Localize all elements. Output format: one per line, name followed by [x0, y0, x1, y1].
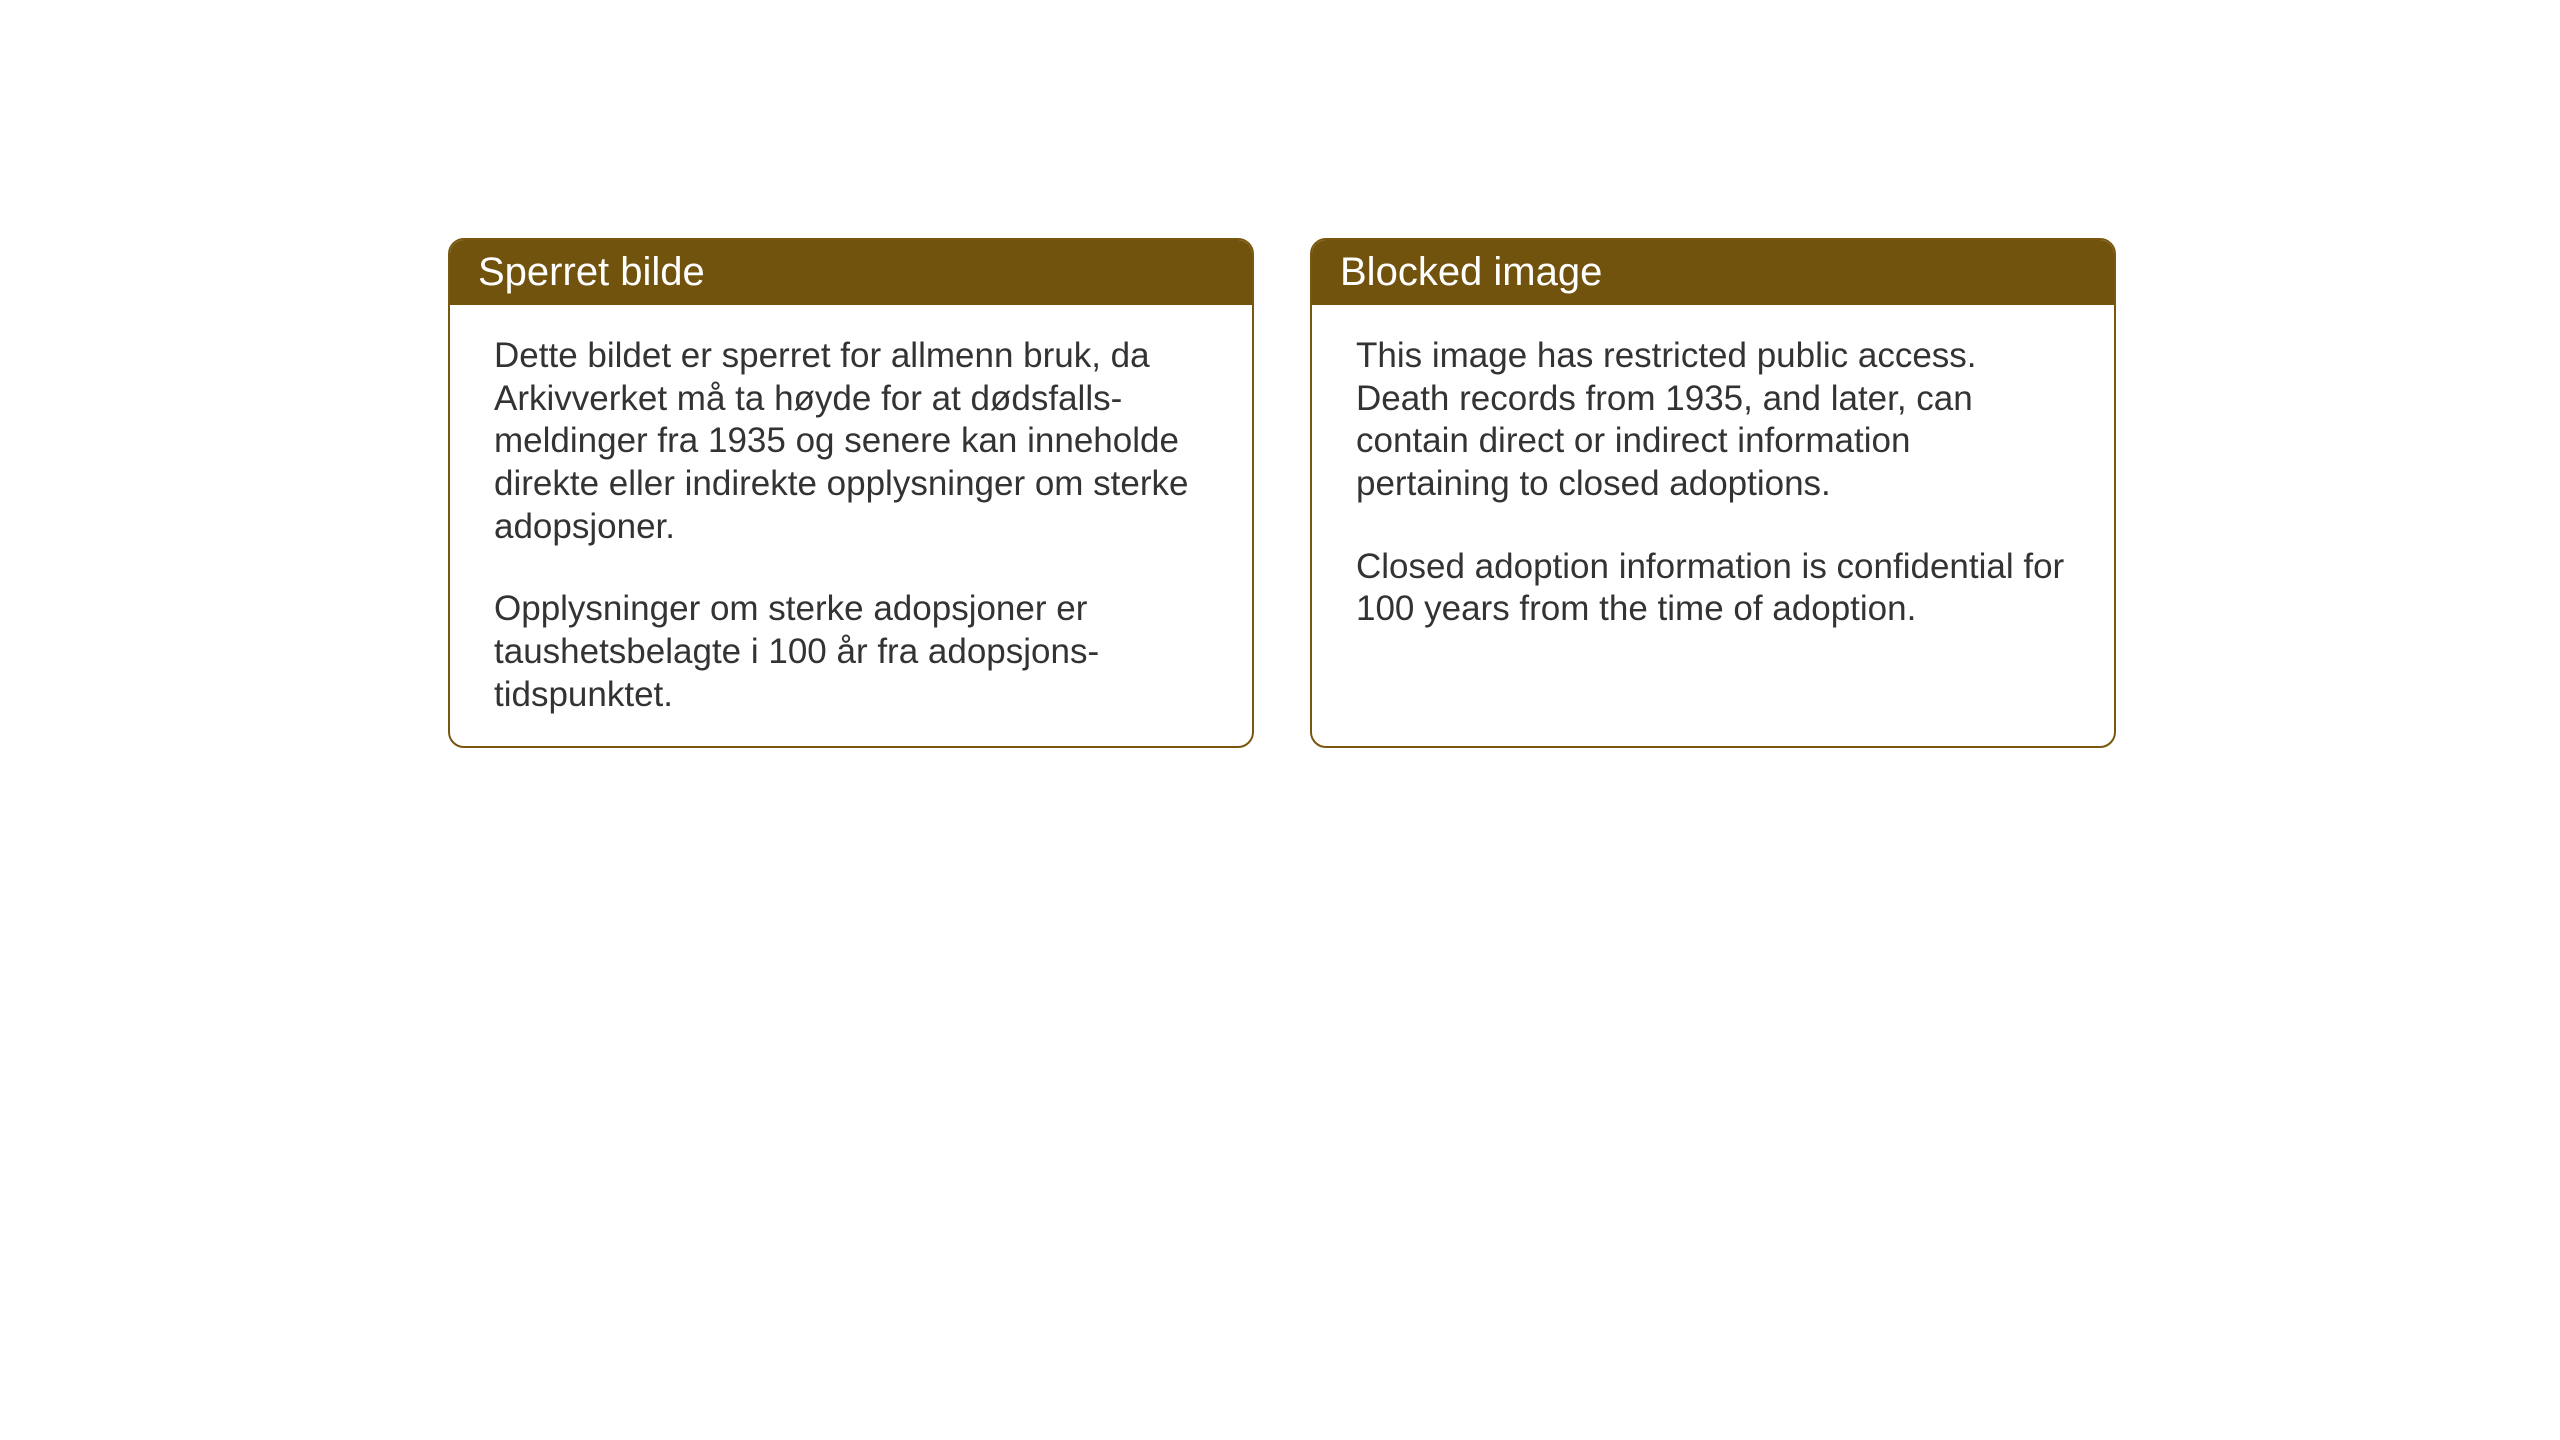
card-english-paragraph-2: Closed adoption information is confident…	[1356, 546, 2070, 631]
card-norwegian-header: Sperret bilde	[450, 240, 1252, 305]
card-norwegian-paragraph-2: Opplysninger om sterke adopsjoner er tau…	[494, 588, 1208, 716]
card-norwegian-body: Dette bildet er sperret for allmenn bruk…	[450, 305, 1252, 747]
cards-container: Sperret bilde Dette bildet er sperret fo…	[448, 238, 2116, 748]
card-english-paragraph-1: This image has restricted public access.…	[1356, 335, 2070, 506]
card-norwegian: Sperret bilde Dette bildet er sperret fo…	[448, 238, 1254, 748]
card-norwegian-paragraph-1: Dette bildet er sperret for allmenn bruk…	[494, 335, 1208, 548]
card-english-body: This image has restricted public access.…	[1312, 305, 2114, 661]
card-english-header: Blocked image	[1312, 240, 2114, 305]
card-english: Blocked image This image has restricted …	[1310, 238, 2116, 748]
